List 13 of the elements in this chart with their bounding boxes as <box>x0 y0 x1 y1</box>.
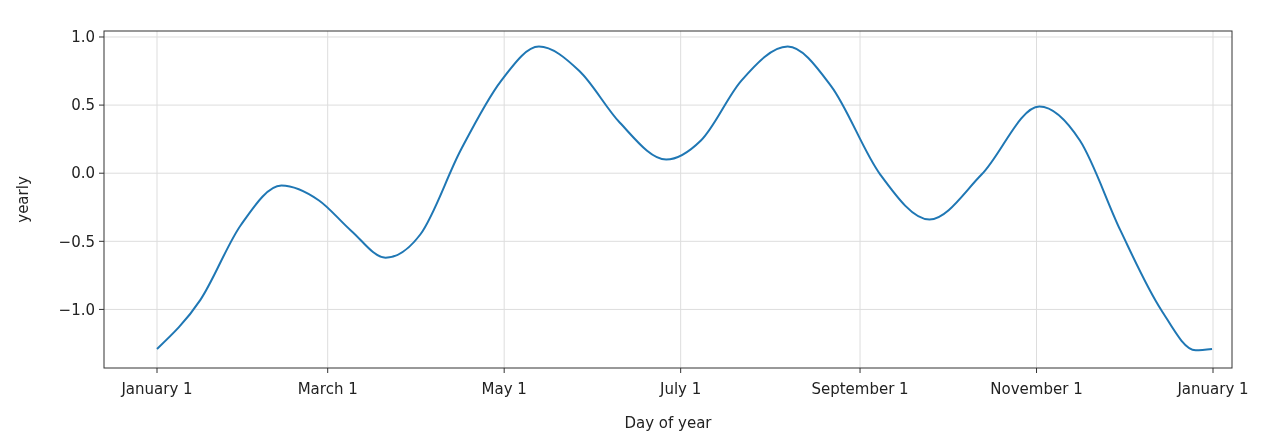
x-tick-label: March 1 <box>297 380 358 398</box>
x-tick-label: January 1 <box>120 380 193 398</box>
y-tick-label: 0.5 <box>71 96 95 115</box>
y-tick-label: −0.5 <box>58 232 95 251</box>
x-axis-title: Day of year <box>624 414 713 432</box>
y-tick-label: 0.0 <box>71 164 95 183</box>
y-tick-label: −1.0 <box>58 300 95 319</box>
x-tick-label: November 1 <box>990 380 1083 398</box>
x-tick-label: May 1 <box>481 380 527 398</box>
x-tick-label: July 1 <box>659 380 702 398</box>
y-axis-title: yearly <box>14 176 32 223</box>
x-tick-label: September 1 <box>811 380 909 398</box>
y-tick-label: 1.0 <box>71 28 95 47</box>
